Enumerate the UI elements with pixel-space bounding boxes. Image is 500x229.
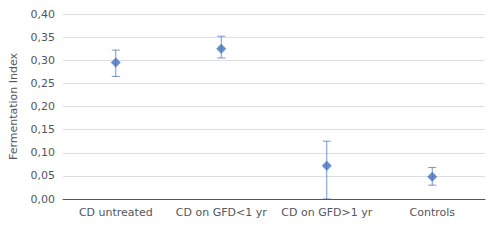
- svg-text:0,10: 0,10: [31, 146, 56, 159]
- svg-text:0,25: 0,25: [31, 77, 56, 90]
- svg-text:Fermentation Index: Fermentation Index: [7, 52, 20, 160]
- svg-text:0,15: 0,15: [31, 123, 56, 136]
- svg-text:CD on GFD<1 yr: CD on GFD<1 yr: [176, 206, 267, 219]
- svg-text:0,30: 0,30: [31, 54, 56, 67]
- svg-text:CD on GFD>1 yr: CD on GFD>1 yr: [281, 206, 372, 219]
- svg-text:0,40: 0,40: [31, 8, 56, 21]
- svg-text:0,20: 0,20: [31, 100, 56, 113]
- svg-text:CD untreated: CD untreated: [79, 206, 153, 219]
- svg-text:Controls: Controls: [410, 206, 456, 219]
- svg-text:0,35: 0,35: [31, 31, 56, 44]
- svg-text:0,00: 0,00: [31, 193, 56, 206]
- svg-text:0,05: 0,05: [31, 169, 56, 182]
